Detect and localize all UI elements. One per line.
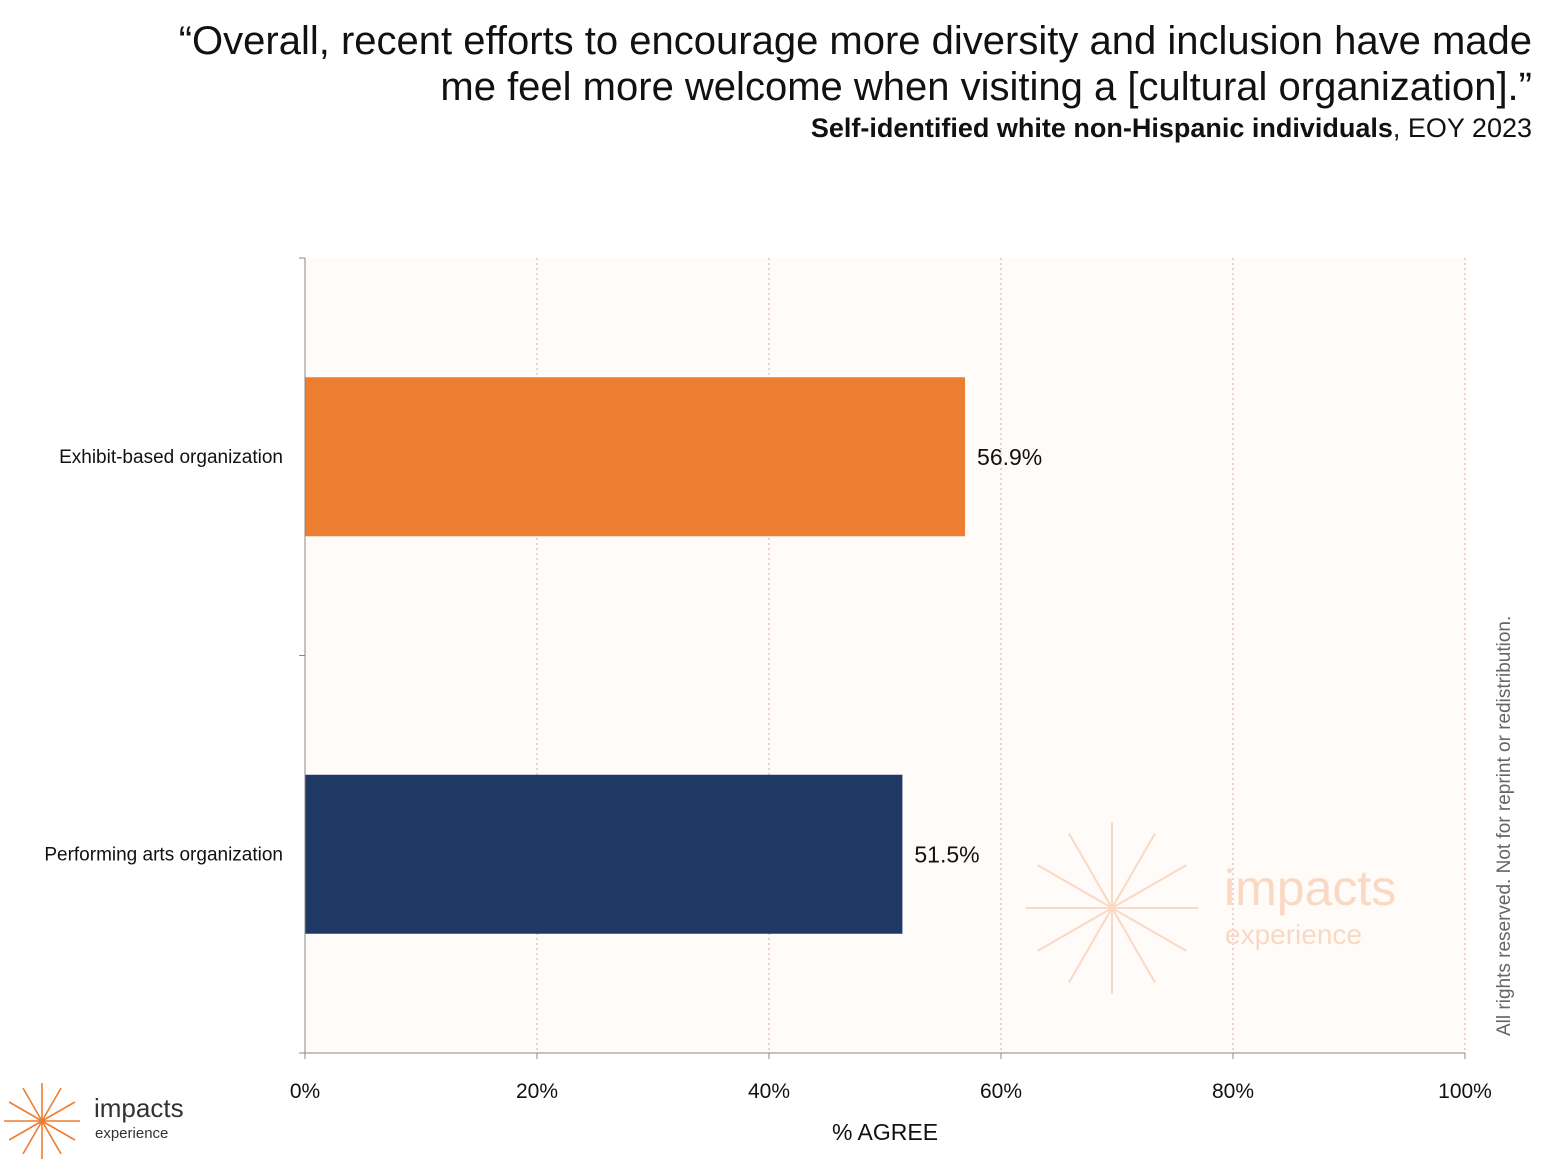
watermark-ray [1037,907,1113,952]
data-label: 51.5% [914,841,979,867]
rights-note: All rights reserved. Not for reprint or … [1494,615,1515,1036]
data-labels: 56.9% 51.5% [914,444,1042,868]
x-axis-label: % AGREE [832,1119,938,1145]
category-label: Performing arts organization [44,844,283,865]
x-tick-label: 100% [1438,1080,1492,1103]
logo-ray [22,1120,43,1155]
logo-ray [22,1087,43,1122]
logo-ray [8,1120,43,1141]
watermark-ray [1111,907,1156,983]
x-tick-label: 40% [748,1080,790,1103]
x-tick-label: 80% [1212,1080,1254,1103]
category-labels: Exhibit-based organization Performing art… [44,447,283,866]
logo-ray [41,1120,76,1141]
axes [299,257,1466,1059]
bars [305,377,966,934]
logo-ray [8,1101,43,1122]
x-tick-label: 60% [980,1080,1022,1103]
bar [305,377,966,537]
x-tick-label: 20% [516,1080,558,1103]
watermark-ray [1068,907,1113,983]
logo-ray [41,1101,76,1122]
subtitle-rest: , EOY 2023 [1392,113,1532,143]
logo-ray [41,1120,62,1155]
bar [305,774,903,934]
subtitle-bold: Self-identified white non-Hispanic indiv… [810,113,1393,143]
watermark-ray [1111,864,1187,909]
chart-subtitle: Self-identified white non-Hispanic indiv… [232,112,1532,144]
watermark-ray [1111,907,1187,952]
watermark-ray [1068,833,1113,909]
logo-word: impacts [94,1093,184,1123]
logo-ray [41,1087,62,1122]
x-tick-label: 0% [290,1080,320,1103]
watermark-ray [1111,833,1156,909]
chart-title: “Overall, recent efforts to encourage mo… [178,19,1532,109]
sunburst-logo-icon [4,1083,80,1159]
watermark-ray [1037,864,1113,909]
category-label: Exhibit-based organization [59,447,283,468]
tick-labels: 0% 20% 40% 60% 80% 100% [290,1080,1492,1103]
watermark-word: impacts [1224,860,1396,916]
watermark-sub: experience [1225,919,1362,950]
logo-sub: experience [95,1125,169,1142]
data-label: 56.9% [977,444,1042,470]
